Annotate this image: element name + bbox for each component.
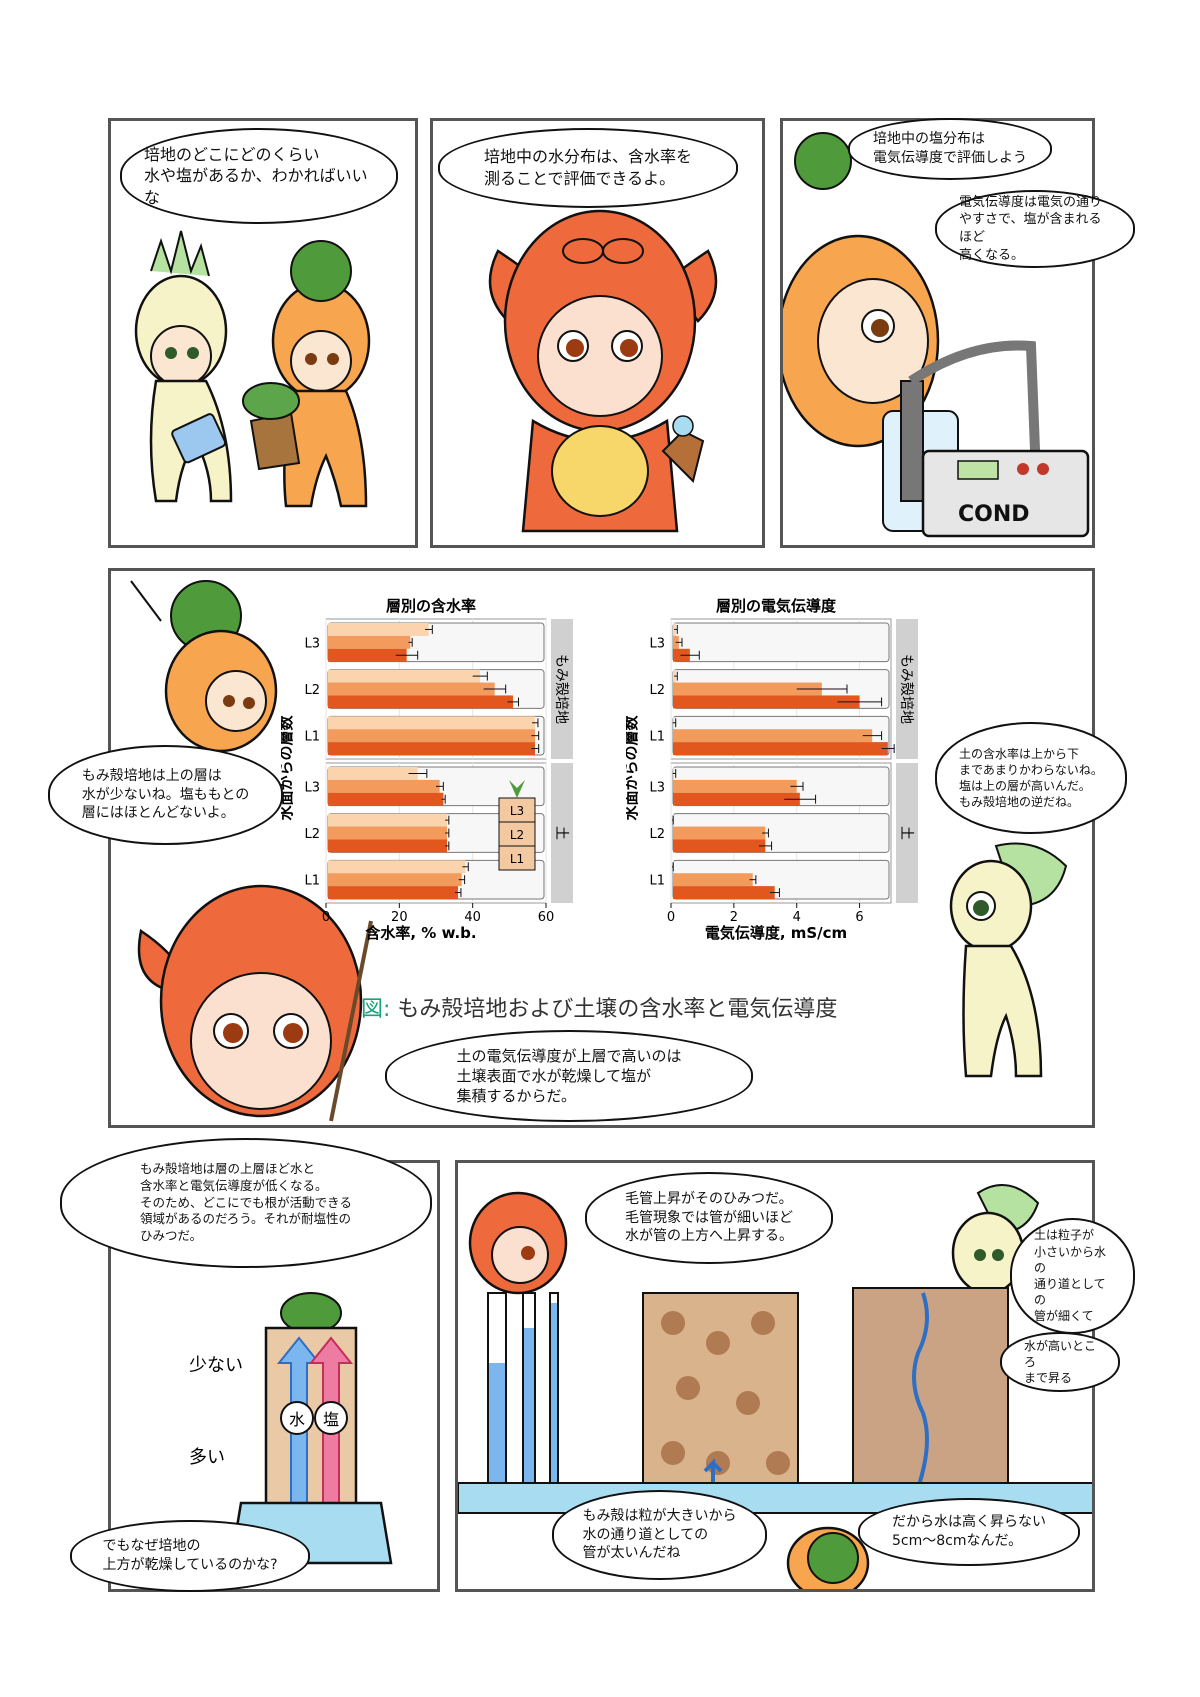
panel5-pot-diagram: 少ない 多い 水 塩 bbox=[189, 1292, 393, 1565]
ec-x-tick-label: 4 bbox=[793, 910, 801, 925]
ec-x-tick-label: 6 bbox=[855, 910, 863, 925]
meter-label: COND bbox=[958, 502, 1030, 527]
moisture-bar bbox=[328, 742, 535, 755]
panel3-conductivity-scene: COND bbox=[783, 132, 1090, 538]
ec-tick-label-L3: L3 bbox=[649, 636, 665, 651]
panel-3: COND bbox=[780, 118, 1095, 548]
moisture-chart-xlabel: 含水率, % w.b. bbox=[365, 924, 476, 942]
moisture-bar bbox=[328, 716, 535, 730]
moisture-chart-title: 層別の含水率 bbox=[386, 597, 476, 615]
ec-tick-label-L1: L1 bbox=[649, 874, 665, 889]
moisture-strip-top: もみ殻培地 bbox=[553, 654, 569, 724]
moisture-bar bbox=[328, 648, 407, 662]
ec-bar bbox=[673, 682, 822, 696]
moisture-tick-label-L2: L2 bbox=[304, 683, 320, 698]
moisture-tick-label-L3: L3 bbox=[304, 636, 320, 651]
panel5-speech-bubble-top: もみ殻培地は層の上層ほど水と 含水率と電気伝導度が低くなる。 そのため、どこにで… bbox=[60, 1138, 432, 1268]
arrow-water-label: 水 bbox=[289, 1410, 305, 1429]
moisture-bar bbox=[328, 669, 480, 683]
moisture-bar bbox=[328, 635, 411, 649]
arrow-salt-label: 塩 bbox=[323, 1410, 339, 1429]
moisture-x-tick-label: 40 bbox=[464, 910, 481, 925]
ec-bar bbox=[673, 729, 873, 743]
moisture-tick-label-L3: L3 bbox=[304, 780, 320, 795]
moisture-bar bbox=[328, 839, 447, 853]
figure-caption: 図: もみ殻培地および土壌の含水率と電気伝導度 bbox=[361, 991, 837, 1023]
panel6-speech-bubble-right2: 水が高いところ まで昇る bbox=[1000, 1332, 1120, 1392]
label-many: 多い bbox=[189, 1447, 225, 1468]
ec-bar bbox=[673, 826, 766, 840]
ec-strip-bottom: 土 bbox=[898, 826, 914, 840]
layer-legend: L3 L2 L1 bbox=[498, 780, 536, 871]
panel4-carrot-character bbox=[130, 580, 278, 753]
moisture-tick-label-L1: L1 bbox=[304, 874, 320, 889]
panel4-speech-bubble-bottom: 土の電気伝導度が上層で高いのは 土壌表面で水が乾燥して塩が 集積するからだ。 bbox=[385, 1030, 753, 1122]
moisture-bar bbox=[328, 813, 447, 827]
ec-chart-ylabel: 水面からの層数 bbox=[626, 715, 640, 821]
panel4-speech-bubble-left: もみ殻培地は上の層は 水が少ないね。塩ももとの 層にはほとんどないよ。 bbox=[48, 745, 283, 845]
ec-tick-label-L2: L2 bbox=[649, 683, 665, 698]
ec-bar bbox=[673, 779, 797, 793]
panel6-speech-bubble-bottom2: だから水は高く昇らない 5cm〜8cmなんだ。 bbox=[858, 1498, 1080, 1566]
ec-bar bbox=[673, 742, 888, 755]
ec-x-tick-label: 2 bbox=[730, 910, 738, 925]
moisture-tick-label-L2: L2 bbox=[304, 827, 320, 842]
ec-chart-title: 層別の電気伝導度 bbox=[716, 597, 837, 615]
moisture-bar bbox=[328, 860, 466, 874]
panel5-speech-bubble-bottom: でもなぜ培地の 上方が乾燥しているのかな? bbox=[70, 1520, 310, 1592]
panel6-capillary-diagram bbox=[458, 1184, 1092, 1589]
ec-bar bbox=[673, 873, 753, 887]
moisture-x-tick-label: 60 bbox=[538, 910, 555, 925]
moisture-bar bbox=[328, 767, 418, 780]
moisture-bar bbox=[328, 682, 495, 696]
ec-row-frame bbox=[672, 622, 890, 663]
panel2-speech-bubble: 培地中の水分布は、含水率を 測ることで評価できるよ。 bbox=[438, 128, 738, 208]
ec-x-tick-label: 0 bbox=[667, 910, 675, 925]
panel6-speech-bubble-right1: 土は粒子が 小さいから水の 通り道としての 管が細くて bbox=[1010, 1218, 1135, 1334]
moisture-chart-ylabel: 水面からの層数 bbox=[281, 715, 295, 821]
moisture-bar bbox=[328, 826, 447, 840]
label-few: 少ない bbox=[189, 1355, 243, 1376]
ec-strip-top: もみ殻培地 bbox=[898, 654, 914, 724]
panel4-fish-character bbox=[137, 884, 373, 1122]
moisture-x-tick-label: 0 bbox=[322, 910, 330, 925]
panel1-characters bbox=[134, 230, 371, 508]
panel3-speech-bubble-top: 培地中の塩分布は 電気伝導度で評価しよう bbox=[848, 118, 1052, 180]
moisture-bar bbox=[328, 886, 458, 899]
moisture-tick-label-L1: L1 bbox=[304, 730, 320, 745]
moisture-bar bbox=[328, 623, 429, 636]
ec-bar bbox=[673, 886, 775, 899]
panel3-speech-bubble-side: 電気伝導度は電気の通り やすさで、塩が含まれるほど 高くなる。 bbox=[935, 190, 1135, 268]
caption-text: もみ殻培地および土壌の含水率と電気伝導度 bbox=[397, 997, 838, 1022]
ec-chart: 層別の電気伝導度 水面からの層数 電気伝導度, mS/cm もみ殻培地 土 L3… bbox=[626, 597, 918, 942]
ec-chart-xlabel: 電気伝導度, mS/cm bbox=[705, 924, 847, 942]
ec-tick-label-L3: L3 bbox=[649, 780, 665, 795]
legend-l3: L3 bbox=[510, 804, 524, 818]
panel6-speech-bubble-top: 毛管上昇がそのひみつだ。 毛管現象では管が細いほど 水が管の上方へ上昇する。 bbox=[585, 1172, 833, 1264]
ec-tick-label-L2: L2 bbox=[649, 827, 665, 842]
legend-l1: L1 bbox=[510, 852, 524, 866]
panel1-speech-bubble: 培地のどこにどのくらい 水や塩があるか、わかればいいな bbox=[120, 128, 398, 224]
moisture-bar bbox=[328, 695, 513, 709]
ec-bar bbox=[673, 839, 766, 853]
moisture-bar bbox=[328, 873, 462, 887]
ec-bar bbox=[673, 792, 800, 806]
ec-bar bbox=[673, 695, 860, 709]
panel6-speech-bubble-bottom1: もみ殻は粒が大きいから 水の通り道としての 管が太いんだね bbox=[552, 1490, 767, 1580]
moisture-bar bbox=[328, 792, 444, 806]
moisture-strip-bottom: 土 bbox=[553, 826, 569, 840]
panel4-speech-bubble-right: 土の含水率は上から下 まであまりかわらないね。 塩は上の層が高いんだ。 もみ殻培… bbox=[935, 722, 1127, 834]
caption-label: 図: bbox=[361, 997, 391, 1022]
moisture-x-tick-label: 20 bbox=[391, 910, 408, 925]
ec-tick-label-L1: L1 bbox=[649, 730, 665, 745]
moisture-bar bbox=[328, 729, 535, 743]
moisture-bar bbox=[328, 779, 440, 793]
panel2-fish-character bbox=[488, 209, 718, 533]
legend-l2: L2 bbox=[510, 828, 524, 842]
panel4-daikon-character bbox=[949, 842, 1068, 1078]
moisture-chart: 層別の含水率 水面からの層数 含水率, % w.b. もみ殻培地 土 L3L2L… bbox=[281, 597, 573, 942]
